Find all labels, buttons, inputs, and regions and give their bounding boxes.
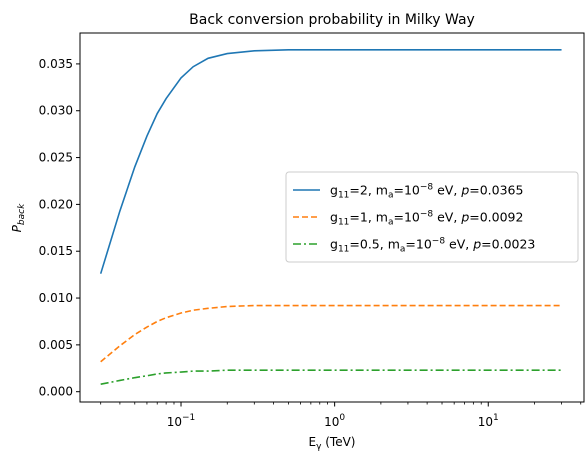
x-tick-label: 100 xyxy=(324,413,345,429)
y-tick-label: 0.015 xyxy=(39,244,73,258)
y-tick-label: 0.000 xyxy=(39,385,73,399)
x-tick-label: 10−1 xyxy=(167,413,196,429)
chart-title: Back conversion probability in Milky Way xyxy=(189,12,475,28)
y-tick-label: 0.005 xyxy=(39,338,73,352)
x-axis-ticks: 10−1 100 101 xyxy=(100,402,582,429)
y-tick-label: 0.035 xyxy=(39,57,73,71)
y-tick-label: 0.020 xyxy=(39,197,73,211)
legend-label: g11=0.5, ma=10−8 eV, p=0.0023 xyxy=(330,237,535,255)
series-line-2 xyxy=(100,304,562,363)
legend-label: g11=2, ma=10−8 eV, p=0.0365 xyxy=(330,183,523,201)
series-lines xyxy=(99,49,562,385)
legend-label: g11=1, ma=10−8 eV, p=0.0092 xyxy=(330,210,523,228)
y-tick-label: 0.025 xyxy=(39,151,73,165)
series-line-3 xyxy=(100,369,562,385)
y-tick-label: 0.010 xyxy=(39,291,73,305)
y-axis-label: Pback xyxy=(10,203,27,232)
x-axis-label: Eγ (TeV) xyxy=(309,435,356,452)
y-tick-label: 0.030 xyxy=(39,104,73,118)
y-axis-ticks: 0.000 0.005 0.010 0.015 0.020 0.025 0.030 0.035 xyxy=(39,57,80,399)
plot-frame xyxy=(79,32,585,403)
x-tick-label: 101 xyxy=(478,413,499,429)
legend: g11=2, ma=10−8 eV, p=0.0365 g11=1, ma=10−… xyxy=(285,171,579,263)
legend-box xyxy=(285,171,579,263)
series-line-1 xyxy=(99,49,562,274)
